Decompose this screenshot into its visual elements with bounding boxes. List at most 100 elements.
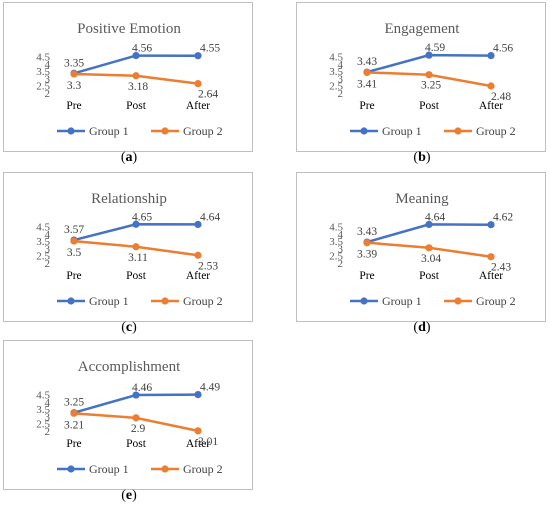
data-point [363, 68, 371, 76]
data-label: 4.62 [493, 212, 513, 224]
chart-panel-b: Engagement 2 2.5 3 3.5 4 4.5 Pre Post After 3.43 4.… [296, 2, 546, 152]
data-label: 3.3 [67, 80, 82, 92]
legend-marker [161, 297, 169, 305]
data-label: 4.59 [425, 42, 445, 54]
x-tick-label: After [479, 100, 503, 112]
legend-marker [360, 297, 368, 305]
data-label: 2.53 [198, 260, 218, 272]
data-point [132, 243, 140, 251]
chart-svg-a: Positive Emotion 22.533.544.5 Pre Post After… [36, 21, 223, 138]
data-point [194, 251, 202, 259]
y-tick-label: 3 [45, 243, 51, 255]
legend-label: Group 1 [382, 294, 422, 308]
data-label: 4.56 [132, 43, 152, 55]
x-tick-label: Post [419, 270, 440, 282]
data-label: 2.43 [491, 262, 511, 274]
data-point [363, 239, 371, 247]
y-tick-label: 3.5 [36, 236, 50, 248]
y-tick-label: 4 [45, 229, 51, 241]
data-label: 2.01 [198, 436, 218, 448]
legend-marker [360, 127, 368, 135]
y-tick-label: 4.5 [36, 51, 50, 63]
data-point [487, 82, 495, 90]
caption-a: (a) [120, 150, 138, 165]
chart-title: Engagement [385, 21, 461, 37]
data-label: 2.48 [491, 91, 511, 103]
caption-c: (c) [121, 320, 137, 335]
x-tick-label: Pre [66, 270, 81, 282]
data-label: 3.39 [357, 249, 377, 261]
data-label: 2.64 [198, 89, 218, 101]
data-point [194, 427, 202, 435]
y-tick-label: 4.5 [36, 221, 50, 233]
y-tick-label: 3 [45, 411, 51, 423]
data-label: 3.04 [421, 253, 441, 265]
x-tick-label: Post [126, 270, 147, 282]
legend-marker [67, 127, 75, 135]
data-point [487, 221, 495, 229]
data-point [487, 51, 495, 60]
chart-panel-d: Meaning 2 2.5 3 3.5 4 4.5 Pre Post After 3.43 4.64 4… [296, 172, 546, 322]
y-tick-label: 3.5 [36, 66, 50, 78]
x-tick-label: Pre [66, 438, 81, 450]
data-point [425, 244, 433, 252]
legend-marker [67, 465, 75, 473]
data-point [132, 220, 140, 228]
data-point [132, 72, 140, 80]
chart-title: Relationship [91, 191, 167, 207]
legend-marker [454, 127, 462, 135]
caption-e: (e) [121, 488, 137, 503]
data-label: 3.57 [64, 224, 84, 236]
chart-title: Accomplishment [78, 359, 181, 375]
y-tick-label: 2.5 [36, 251, 50, 263]
data-label: 3.35 [64, 57, 84, 69]
y-tick-label: 2 [45, 258, 51, 270]
legend-marker [454, 297, 462, 305]
data-point [194, 80, 202, 88]
y-tick-label: 4.5 [329, 221, 343, 233]
data-point [425, 220, 433, 229]
chart-panel-a: Positive Emotion 2 2.5 3 3.5 4 4.5 Pre Post After… [3, 2, 253, 152]
legend-label: Group 2 [476, 294, 516, 308]
chart-svg-b: Engagement 22.533.544.5 Pre Post After 3.43 4.… [329, 21, 516, 138]
data-point [194, 391, 202, 399]
data-point [425, 51, 433, 59]
y-tick-label: 2 [45, 88, 51, 100]
data-point [70, 409, 78, 417]
legend-label: Group 2 [183, 124, 223, 138]
legend-label: Group 2 [183, 294, 223, 308]
legend-marker [161, 465, 169, 473]
y-tick-label: 3.5 [329, 236, 343, 248]
data-point [425, 71, 433, 79]
x-tick-label: After [186, 438, 210, 450]
data-label: 3.43 [357, 226, 377, 238]
data-point [70, 70, 78, 78]
y-tick-label: 2 [338, 258, 344, 270]
legend-label: Group 2 [476, 124, 516, 138]
legend-label: Group 1 [382, 124, 422, 138]
x-tick-label: After [479, 270, 503, 282]
legend-label: Group 2 [183, 462, 223, 476]
y-tick-label: 3.5 [36, 404, 50, 416]
data-label: 3.5 [67, 247, 82, 259]
y-tick-label: 4.5 [36, 389, 50, 401]
data-label: 4.65 [132, 211, 152, 223]
caption-b: (b) [413, 150, 431, 165]
legend-label: Group 1 [89, 124, 129, 138]
data-point [194, 220, 202, 229]
y-tick-label: 3 [45, 73, 51, 85]
y-tick-label: 3.5 [329, 66, 343, 78]
legend-marker [67, 297, 75, 305]
y-tick-label: 4 [45, 397, 51, 409]
y-tick-label: 2.5 [36, 419, 50, 431]
chart-panel-e: Accomplishment 2 2.5 3 3.5 4 4.5 Pre Post After 3.… [3, 340, 253, 490]
x-tick-label: Pre [359, 100, 374, 112]
data-label: 4.49 [200, 382, 220, 394]
y-tick-label: 2.5 [329, 81, 343, 93]
y-tick-label: 2 [338, 88, 344, 100]
data-point [132, 391, 140, 399]
data-point [132, 414, 140, 422]
data-point [132, 51, 140, 60]
chart-title: Meaning [395, 191, 449, 207]
x-tick-label: Post [419, 100, 440, 112]
